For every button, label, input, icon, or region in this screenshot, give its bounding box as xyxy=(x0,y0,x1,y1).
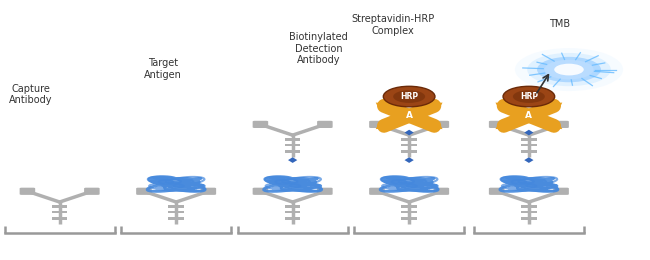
FancyBboxPatch shape xyxy=(521,138,537,141)
FancyBboxPatch shape xyxy=(401,205,417,208)
FancyBboxPatch shape xyxy=(401,217,417,220)
Polygon shape xyxy=(376,124,389,129)
Circle shape xyxy=(545,60,593,79)
FancyBboxPatch shape xyxy=(317,121,333,128)
FancyBboxPatch shape xyxy=(253,188,268,195)
FancyBboxPatch shape xyxy=(489,121,504,128)
Polygon shape xyxy=(525,130,534,135)
Text: A: A xyxy=(406,111,413,120)
Polygon shape xyxy=(429,103,443,108)
FancyBboxPatch shape xyxy=(253,121,268,128)
Polygon shape xyxy=(404,157,414,163)
Text: Biotinylated
Detection
Antibody: Biotinylated Detection Antibody xyxy=(289,32,348,66)
Circle shape xyxy=(527,53,611,86)
Polygon shape xyxy=(404,130,414,135)
Polygon shape xyxy=(495,124,509,129)
Circle shape xyxy=(384,86,435,107)
Text: HRP: HRP xyxy=(400,92,418,101)
FancyBboxPatch shape xyxy=(553,121,569,128)
FancyBboxPatch shape xyxy=(521,211,537,213)
FancyBboxPatch shape xyxy=(521,205,537,208)
FancyBboxPatch shape xyxy=(553,188,569,195)
FancyBboxPatch shape xyxy=(434,121,449,128)
FancyBboxPatch shape xyxy=(201,188,216,195)
FancyBboxPatch shape xyxy=(52,217,68,220)
FancyBboxPatch shape xyxy=(168,217,184,220)
FancyBboxPatch shape xyxy=(285,138,300,141)
Polygon shape xyxy=(549,103,562,108)
Circle shape xyxy=(537,57,601,82)
FancyBboxPatch shape xyxy=(434,188,449,195)
FancyBboxPatch shape xyxy=(401,144,417,146)
Text: Capture
Antibody: Capture Antibody xyxy=(8,84,52,105)
Text: Target
Antigen: Target Antigen xyxy=(144,58,182,80)
FancyBboxPatch shape xyxy=(369,188,385,195)
FancyBboxPatch shape xyxy=(521,217,537,220)
FancyBboxPatch shape xyxy=(401,211,417,213)
Circle shape xyxy=(393,90,425,103)
FancyBboxPatch shape xyxy=(401,150,417,153)
FancyBboxPatch shape xyxy=(369,121,385,128)
FancyBboxPatch shape xyxy=(285,205,300,208)
FancyBboxPatch shape xyxy=(168,211,184,213)
FancyBboxPatch shape xyxy=(285,211,300,213)
FancyBboxPatch shape xyxy=(285,144,300,146)
Polygon shape xyxy=(549,124,562,129)
FancyBboxPatch shape xyxy=(401,138,417,141)
FancyBboxPatch shape xyxy=(489,188,504,195)
Polygon shape xyxy=(429,124,443,129)
Polygon shape xyxy=(376,103,389,108)
Text: HRP: HRP xyxy=(520,92,538,101)
FancyBboxPatch shape xyxy=(317,188,333,195)
FancyBboxPatch shape xyxy=(521,144,537,146)
Circle shape xyxy=(554,64,584,75)
FancyBboxPatch shape xyxy=(84,188,99,195)
Text: A: A xyxy=(525,111,532,120)
FancyBboxPatch shape xyxy=(52,205,68,208)
Polygon shape xyxy=(525,157,534,163)
Circle shape xyxy=(503,86,554,107)
FancyBboxPatch shape xyxy=(285,150,300,153)
Circle shape xyxy=(515,48,623,91)
FancyBboxPatch shape xyxy=(168,205,184,208)
FancyBboxPatch shape xyxy=(521,150,537,153)
Text: TMB: TMB xyxy=(549,20,571,29)
FancyBboxPatch shape xyxy=(285,217,300,220)
Text: Streptavidin-HRP
Complex: Streptavidin-HRP Complex xyxy=(352,14,435,36)
Circle shape xyxy=(513,90,545,103)
FancyBboxPatch shape xyxy=(52,211,68,213)
FancyBboxPatch shape xyxy=(136,188,151,195)
Polygon shape xyxy=(288,157,297,163)
FancyBboxPatch shape xyxy=(20,188,35,195)
Polygon shape xyxy=(495,103,509,108)
